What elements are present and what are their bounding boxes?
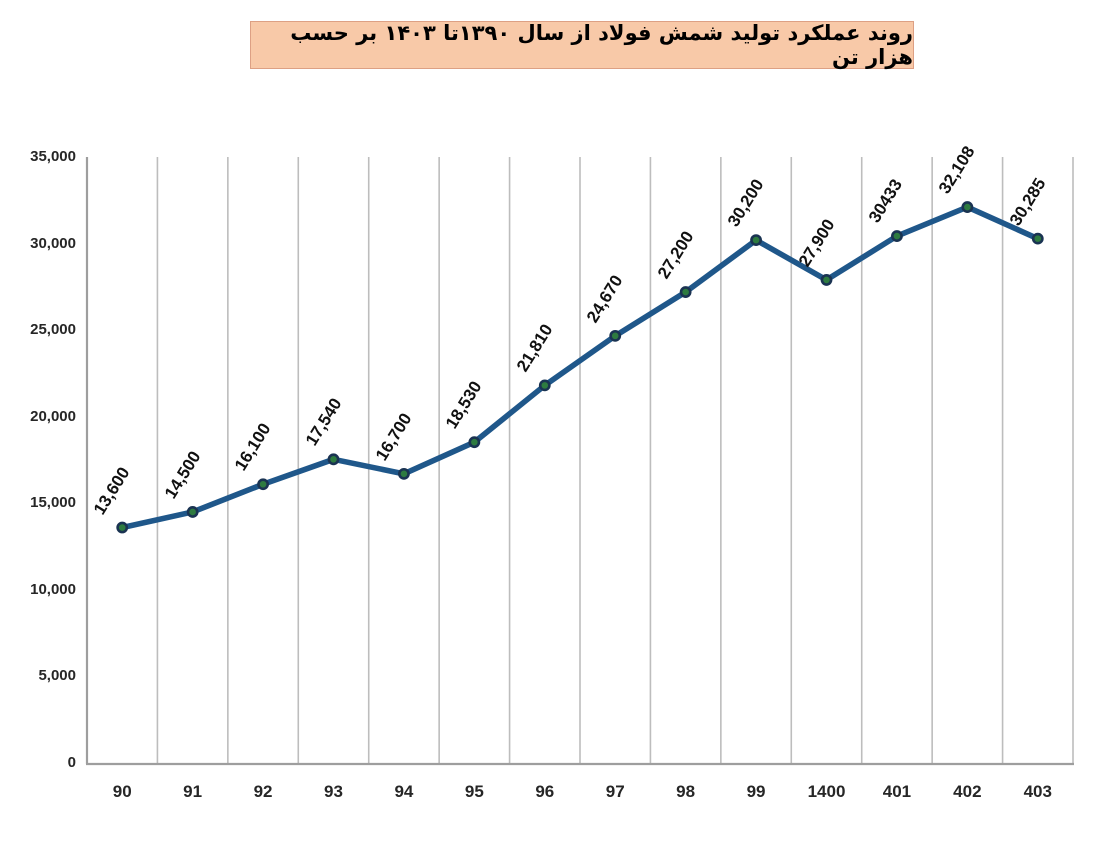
y-axis-tick-label: 20,000 (30, 407, 76, 425)
chart-title: روند عملکرد تولید شمش فولاد از سال ۱۳۹۰ت… (250, 21, 914, 69)
data-point-marker (1031, 232, 1044, 245)
x-axis-category-label: 99 (746, 782, 766, 801)
y-axis-tick-label: 5,000 (38, 667, 76, 685)
x-axis-category-label: 90 (112, 782, 132, 801)
x-axis-category-label: 91 (183, 782, 203, 801)
x-axis-category-label: 403 (1023, 782, 1052, 801)
x-axis-category-label: 95 (464, 782, 484, 801)
data-point-marker (116, 521, 129, 534)
y-axis-tick-label: 30,000 (30, 234, 76, 252)
data-point-marker (327, 453, 340, 466)
x-axis-category-label: 98 (676, 782, 696, 801)
data-point-marker (750, 234, 762, 247)
vertical-gridlines (156, 157, 1074, 763)
data-point-marker (398, 467, 410, 480)
data-point-marker (679, 286, 692, 298)
y-axis-tick-label: 0 (67, 754, 76, 771)
x-axis-category-label: 96 (535, 782, 555, 801)
x-axis-category-label: 93 (324, 782, 343, 801)
data-point-marker (186, 506, 199, 518)
y-axis-tick-label: 25,000 (30, 321, 76, 339)
data-point-marker (961, 201, 974, 213)
x-axis-category-label: 402 (953, 782, 982, 801)
series-line (119, 204, 1041, 531)
data-point-marker (468, 436, 481, 449)
y-axis-tick-label: 10,000 (30, 580, 76, 598)
series-group (119, 204, 1041, 531)
data-point-marker (609, 329, 622, 342)
axes (85, 157, 1074, 766)
y-axis-tick-label: 15,000 (30, 494, 76, 512)
data-point-markers (116, 201, 1044, 534)
x-axis-category-label: 401 (882, 782, 912, 801)
x-axis-category-label: 1400 (807, 782, 846, 801)
x-axis-category-label: 97 (605, 782, 625, 801)
data-point-marker (820, 274, 833, 286)
x-axis-category-label: 92 (253, 782, 273, 801)
x-axis-category-label: 94 (394, 782, 414, 801)
data-point-marker (257, 478, 269, 491)
y-axis-tick-label: 35,000 (30, 148, 76, 165)
data-point-marker (891, 230, 903, 242)
data-point-marker (538, 379, 551, 392)
